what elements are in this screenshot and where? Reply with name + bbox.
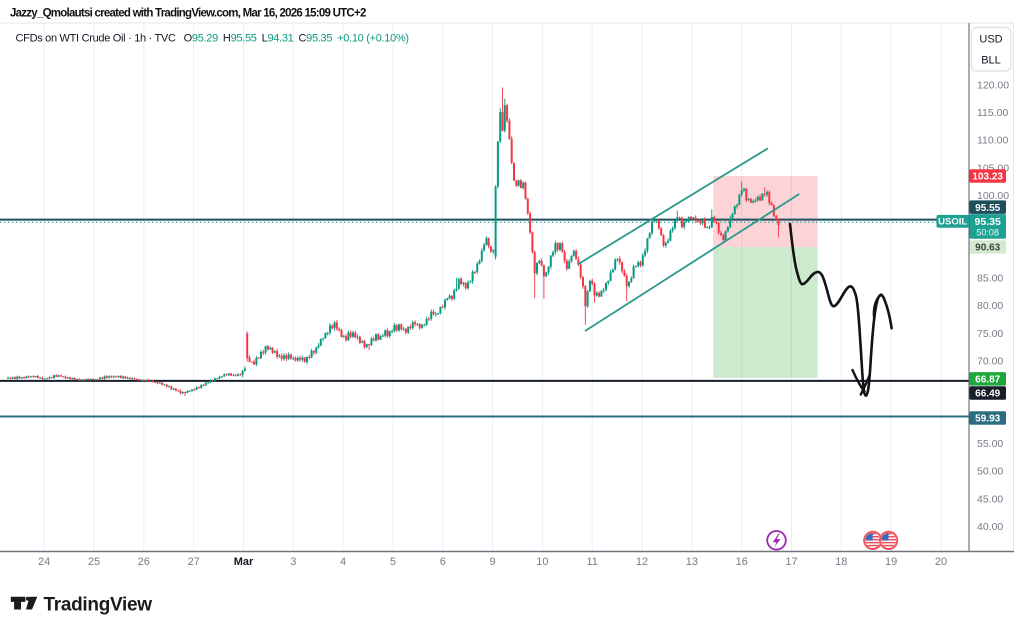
svg-text:16: 16 — [736, 556, 748, 568]
svg-text:5: 5 — [390, 556, 396, 568]
svg-text:12: 12 — [636, 556, 648, 568]
svg-text:50:08: 50:08 — [976, 227, 999, 237]
svg-text:USOIL: USOIL — [938, 217, 967, 228]
svg-text:10: 10 — [536, 556, 548, 568]
svg-text:19: 19 — [885, 556, 897, 568]
svg-text:95.55: 95.55 — [975, 203, 1000, 214]
svg-text:100.00: 100.00 — [977, 190, 1009, 202]
svg-text:13: 13 — [686, 556, 698, 568]
svg-text:25: 25 — [88, 556, 100, 568]
svg-text:103.23: 103.23 — [972, 172, 1003, 183]
svg-text:70.00: 70.00 — [977, 355, 1003, 367]
svg-text:9: 9 — [490, 556, 496, 568]
svg-text:BLL: BLL — [981, 55, 1001, 67]
svg-text:26: 26 — [138, 556, 150, 568]
svg-text:85.00: 85.00 — [977, 273, 1003, 285]
svg-text:115.00: 115.00 — [977, 107, 1008, 119]
svg-text:27: 27 — [188, 556, 200, 568]
svg-text:USD: USD — [979, 34, 1002, 46]
svg-text:24: 24 — [38, 556, 50, 568]
svg-text:40.00: 40.00 — [977, 521, 1003, 533]
svg-text:120.00: 120.00 — [977, 80, 1009, 92]
svg-text:17: 17 — [785, 556, 797, 568]
svg-text:4: 4 — [340, 556, 346, 568]
svg-text:3: 3 — [290, 556, 296, 568]
svg-text:45.00: 45.00 — [977, 493, 1003, 505]
svg-text:66.87: 66.87 — [975, 374, 1000, 385]
svg-text:95.35: 95.35 — [975, 216, 1001, 228]
svg-text:6: 6 — [440, 556, 446, 568]
svg-text:11: 11 — [586, 556, 597, 568]
svg-text:75.00: 75.00 — [977, 328, 1003, 340]
svg-text:TradingView: TradingView — [44, 595, 153, 616]
svg-text:Jazzy_Qmolautsi created with T: Jazzy_Qmolautsi created with TradingView… — [10, 8, 366, 20]
svg-text:55.00: 55.00 — [977, 438, 1003, 450]
svg-text:66.49: 66.49 — [975, 389, 1000, 400]
svg-text:80.00: 80.00 — [977, 300, 1003, 312]
svg-text:90.63: 90.63 — [975, 243, 1000, 254]
svg-text:18: 18 — [835, 556, 847, 568]
svg-text:CFDs on WTI Crude Oil · 1h · T: CFDs on WTI Crude Oil · 1h · TVC O95.29 H9… — [16, 33, 409, 45]
svg-text:20: 20 — [935, 556, 947, 568]
svg-text:110.00: 110.00 — [977, 135, 1008, 147]
svg-text:59.93: 59.93 — [975, 414, 1000, 425]
svg-text:50.00: 50.00 — [977, 466, 1003, 478]
svg-text:Mar: Mar — [234, 556, 254, 568]
